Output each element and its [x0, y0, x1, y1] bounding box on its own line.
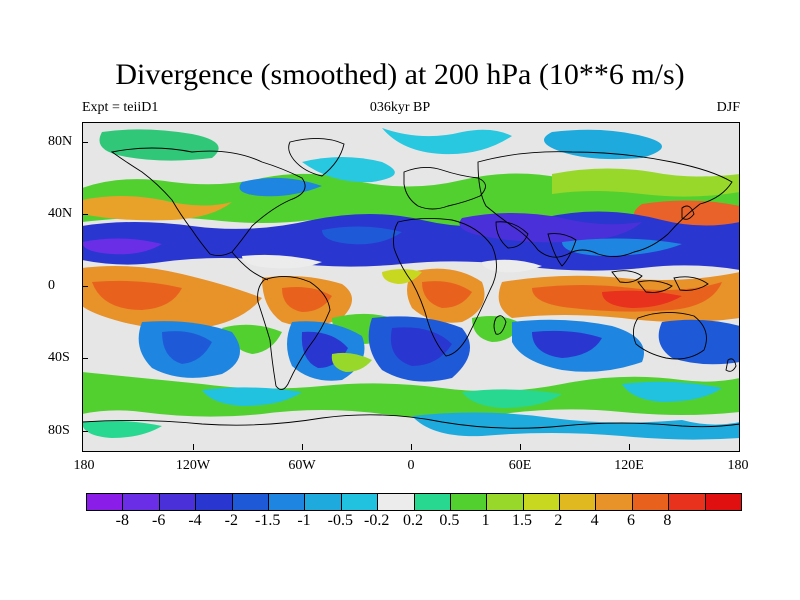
- colorbar-swatch: [450, 494, 488, 510]
- colorbar-swatch: [705, 494, 742, 510]
- season-label: DJF: [716, 100, 740, 115]
- field-patch: [82, 196, 232, 221]
- field-patch: [242, 254, 322, 269]
- colorbar-label: -0.2: [363, 512, 390, 529]
- x-tick-label: 180: [727, 458, 749, 473]
- field-patch: [622, 381, 722, 402]
- experiment-label: Expt = teiiD1: [82, 100, 159, 115]
- field-patch: [92, 280, 182, 310]
- field-patch: [552, 168, 740, 197]
- colorbar-swatch: [123, 494, 160, 510]
- colorbar-swatch: [87, 494, 124, 510]
- y-tick-label: 40S: [48, 350, 70, 365]
- colorbar-swatch: [268, 494, 306, 510]
- colorbar-swatch: [487, 494, 524, 510]
- x-tick-label: 120E: [614, 458, 644, 473]
- field-patch: [82, 420, 162, 438]
- colorbar-label: -0.5: [327, 512, 353, 529]
- x-tick: [193, 444, 194, 450]
- chart-title: Divergence (smoothed) at 200 hPa (10**6 …: [115, 58, 685, 91]
- colorbar-swatch: [305, 494, 342, 510]
- field-patch: [472, 316, 522, 342]
- x-tick-label: 120W: [175, 458, 211, 473]
- colorbar-label: -2: [224, 512, 238, 529]
- x-tick-label: 60E: [508, 458, 532, 473]
- colorbar-label: 4: [590, 512, 599, 529]
- y-tick: [82, 142, 88, 143]
- field-patch: [322, 226, 402, 245]
- x-tick-label: 0: [407, 458, 415, 473]
- colorbar-label: -4: [188, 512, 202, 529]
- colorbar-label: 1.5: [512, 512, 532, 529]
- colorbar-label: -8: [115, 512, 129, 529]
- field-patch: [382, 269, 422, 284]
- colorbar-swatch: [196, 494, 233, 510]
- y-tick-label: 40N: [48, 206, 73, 221]
- colorbar-swatch: [523, 494, 561, 510]
- field-patch: [532, 330, 602, 358]
- y-tick-label: 80N: [48, 134, 73, 149]
- colorbar-label: 6: [627, 512, 635, 529]
- field-patch: [462, 389, 562, 408]
- field-patch: [302, 157, 395, 183]
- x-tick: [411, 444, 412, 450]
- field-patch: [422, 281, 472, 308]
- field-patch: [482, 259, 542, 273]
- colorbar-swatch: [632, 494, 670, 510]
- x-tick-label: 60W: [288, 458, 316, 473]
- field-patch: [282, 287, 332, 312]
- field-patch: [658, 319, 740, 365]
- x-tick: [302, 444, 303, 450]
- coastlines: [82, 138, 740, 429]
- field-patch: [412, 412, 740, 440]
- x-tick: [520, 444, 521, 450]
- field-patch: [202, 387, 302, 406]
- divergence-map: [82, 122, 740, 452]
- field-patch: [239, 177, 322, 197]
- colorbar-swatch: [341, 494, 379, 510]
- field-patch: [382, 128, 512, 155]
- y-tick-label: 0: [48, 278, 55, 293]
- colorbar-swatch: [560, 494, 597, 510]
- colorbar-swatch: [378, 494, 415, 510]
- colorbar-label: -6: [151, 512, 166, 529]
- colorbar-label: 0.2: [403, 512, 423, 529]
- x-tick: [629, 444, 630, 450]
- colorbar-label: -1: [297, 512, 311, 529]
- field-patch: [162, 331, 212, 364]
- field-patch: [602, 290, 682, 308]
- colorbar-label: 1: [481, 512, 490, 529]
- y-tick: [82, 431, 88, 432]
- colorbar-label: 2: [554, 512, 563, 529]
- colorbar-label: 8: [663, 512, 672, 529]
- colorbar-swatch: [414, 494, 451, 510]
- y-tick: [82, 286, 88, 287]
- colorbar-swatch: [669, 494, 706, 510]
- colorbar-label: -1.5: [254, 512, 281, 529]
- field-patch: [459, 213, 642, 243]
- field-patch: [331, 352, 372, 372]
- x-tick-label: 180: [73, 458, 95, 473]
- field-patch: [390, 327, 452, 366]
- y-tick: [82, 358, 88, 359]
- colorbar: [86, 493, 742, 511]
- colorbar-label: 0.5: [439, 512, 460, 529]
- field-patch: [99, 129, 219, 161]
- y-tick-label: 80S: [48, 423, 70, 438]
- y-tick: [82, 214, 88, 215]
- colorbar-swatch: [232, 494, 269, 510]
- colorbar-swatch: [596, 494, 633, 510]
- field-patch: [82, 238, 162, 255]
- time-label: 036kyr BP: [369, 100, 431, 115]
- field-patch: [82, 372, 740, 418]
- colorbar-swatch: [159, 494, 197, 510]
